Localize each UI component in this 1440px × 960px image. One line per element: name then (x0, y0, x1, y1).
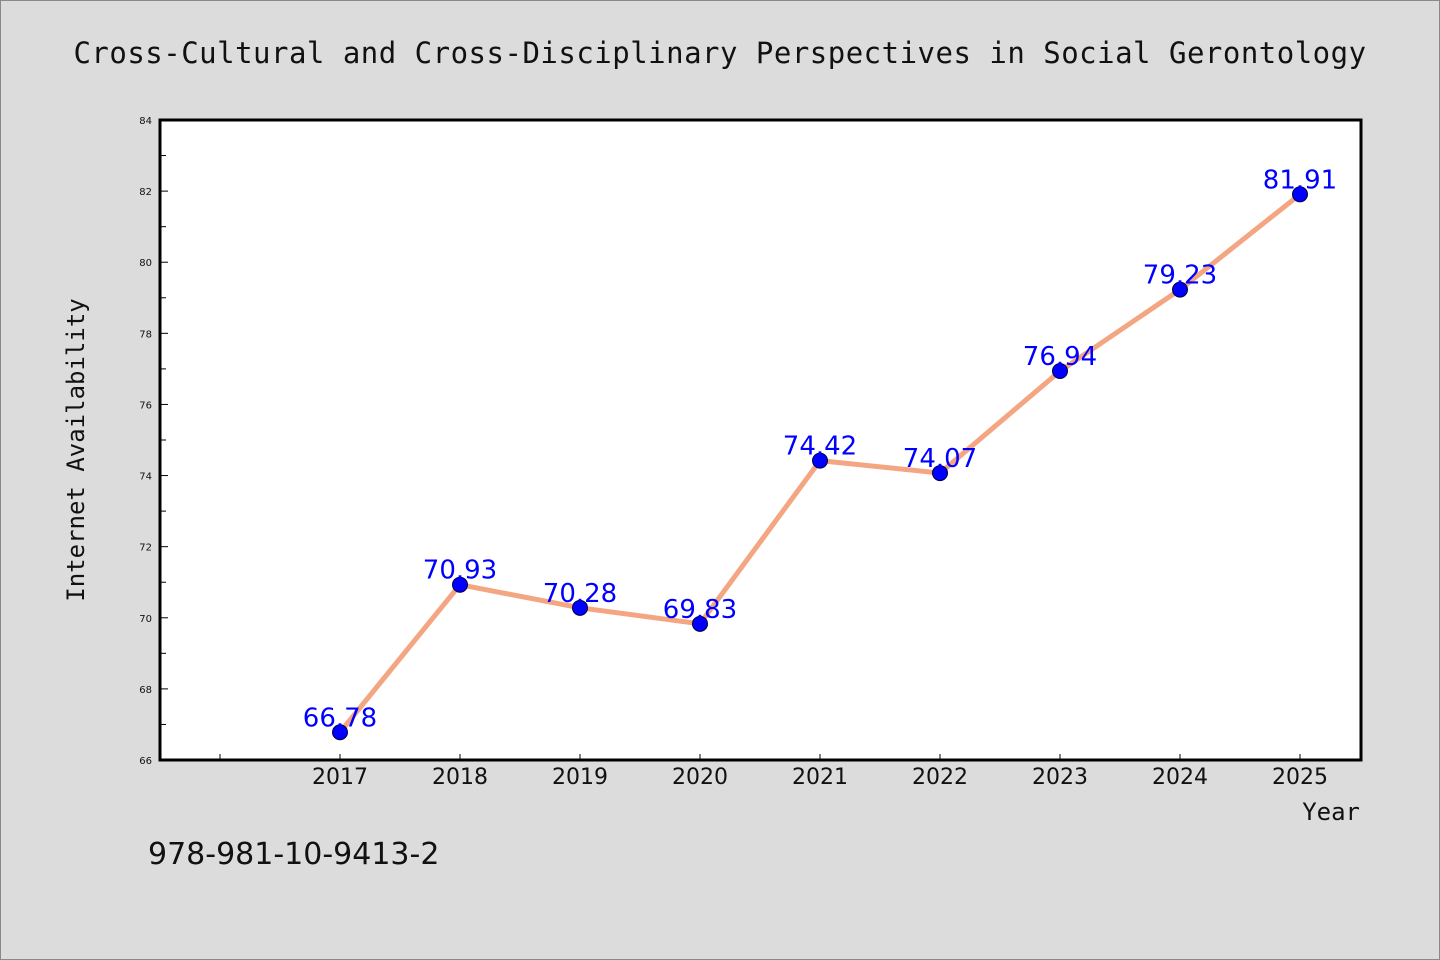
x-tick-label: 2020 (672, 765, 728, 790)
data-labels: 66.78 70.93 70.28 69.83 74.42 74.07 76.94 79.23… (303, 165, 1337, 733)
data-point (692, 615, 708, 632)
isbn-text: 978-981-10-9413-2 (148, 837, 439, 872)
x-tick-label: 2017 (312, 765, 368, 790)
data-point (332, 724, 348, 741)
y-tick-label: 70 (139, 614, 152, 625)
x-tick-label: 2019 (552, 765, 608, 790)
plot-area (158, 118, 1363, 762)
y-tick-label: 72 (139, 543, 152, 554)
y-tick-label: 68 (139, 685, 152, 696)
y-tick-label: 76 (139, 400, 152, 411)
y-tick-label: 84 (139, 116, 152, 127)
x-tick-label: 2024 (1152, 765, 1208, 790)
data-label: 79.23 (1143, 261, 1217, 291)
x-tick-label: 2021 (792, 765, 848, 790)
data-label: 81.91 (1263, 165, 1337, 195)
chart-title: Cross-Cultural and Cross-Disciplinary Pe… (73, 36, 1366, 70)
data-point (452, 576, 468, 593)
data-point (812, 452, 828, 469)
y-tick-label: 74 (139, 472, 152, 483)
data-point (1052, 363, 1068, 380)
data-point (932, 465, 948, 482)
y-tick-label: 78 (139, 329, 152, 340)
y-tick-label: 82 (139, 187, 152, 198)
x-tick-label: 2018 (432, 765, 488, 790)
data-label: 70.93 (423, 556, 497, 586)
x-axis-label: Year (1302, 798, 1360, 826)
y-tick-label: 66 (139, 756, 152, 767)
data-point (572, 599, 588, 616)
x-tick-label: 2023 (1032, 765, 1088, 790)
y-tick-label: 80 (139, 258, 152, 269)
y-axis: 66 68 70 72 74 76 78 80 82 84 (139, 116, 168, 767)
x-tick-label: 2025 (1272, 765, 1328, 790)
data-point (1292, 186, 1308, 203)
x-axis: 2017 2018 2019 2020 2021 2022 2023 2024 2025 (219, 754, 1328, 790)
data-label: 70.28 (543, 579, 617, 609)
data-point (1172, 281, 1188, 298)
x-tick-label: 2022 (912, 765, 968, 790)
y-axis-label: Internet Availability (62, 298, 90, 601)
data-label: 66.78 (303, 703, 377, 733)
data-label: 69.83 (663, 595, 737, 625)
data-label: 74.07 (903, 444, 977, 474)
data-markers (332, 186, 1308, 741)
data-label: 76.94 (1023, 342, 1097, 372)
data-label: 74.42 (783, 432, 857, 462)
